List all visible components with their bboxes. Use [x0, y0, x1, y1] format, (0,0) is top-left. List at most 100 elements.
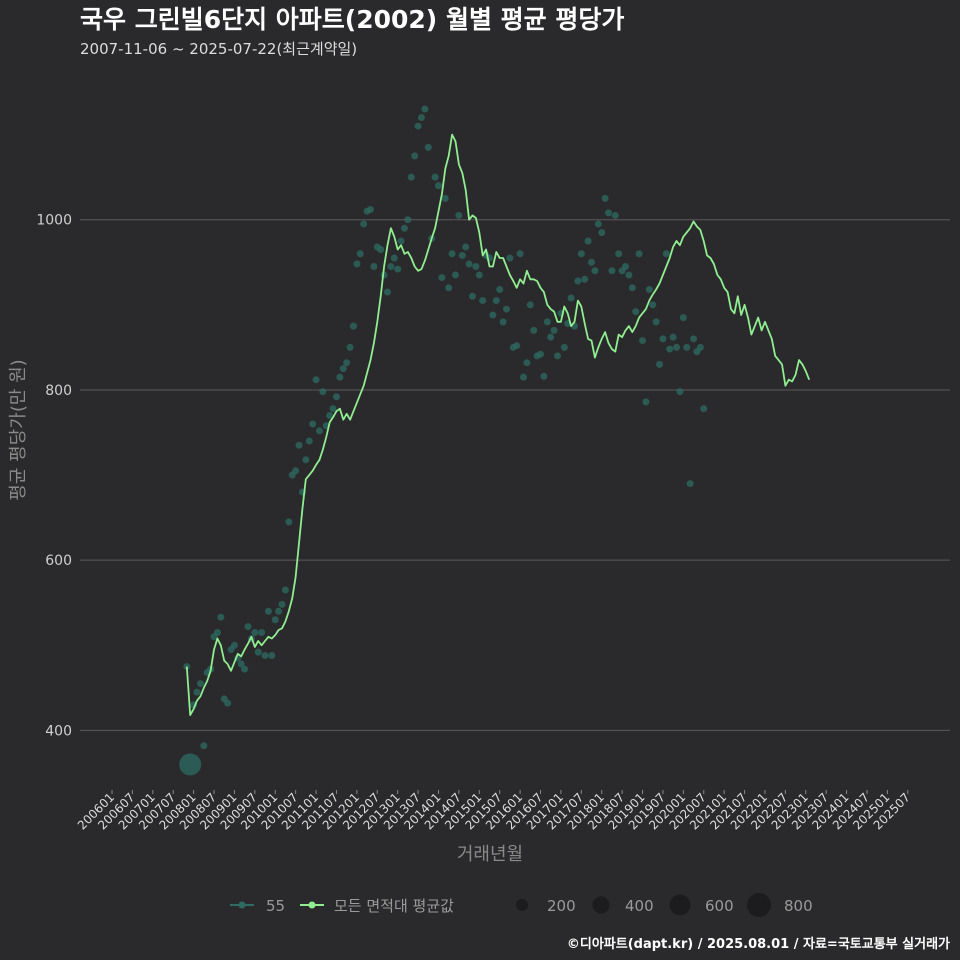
data-point-55-83: [465, 260, 473, 268]
legend-item-average: 모든 면적대 평균값: [334, 897, 454, 915]
data-point-55-141: [662, 250, 670, 258]
data-point-55-92: [496, 286, 504, 293]
data-point-55-152: [700, 405, 708, 413]
data-point-55-29: [281, 586, 289, 594]
data-point-55-132: [632, 308, 640, 316]
data-point-55-151: [696, 343, 704, 351]
data-point-55-62: [394, 265, 402, 273]
y-axis-label: 평균 평당가(만 원): [8, 359, 29, 500]
data-point-55-126: [611, 211, 619, 219]
x-axis-ticks: 2006012006072007012007072008012008072009…: [75, 790, 913, 833]
data-point-55-49: [349, 322, 357, 330]
data-point-55-125: [608, 267, 616, 275]
data-point-55-60: [387, 263, 395, 271]
data-point-55-113: [567, 294, 575, 302]
data-point-55-138: [652, 318, 660, 326]
data-point-55-104: [537, 350, 545, 358]
data-point-55-145: [676, 388, 684, 396]
data-point-55-3: [193, 688, 201, 696]
data-point-55-115: [574, 277, 582, 285]
data-point-55-142: [666, 345, 674, 353]
data-point-55-149: [690, 335, 698, 343]
grid-lines: [80, 219, 950, 731]
data-point-55-93: [499, 318, 507, 326]
data-point-55-90: [489, 311, 497, 319]
legend-55-dot-icon: [238, 901, 246, 909]
data-point-55-109: [554, 352, 562, 360]
data-point-55-52: [360, 220, 368, 228]
data-point-55-144: [673, 343, 681, 351]
data-point-55-44: [332, 393, 340, 401]
data-point-55-18: [244, 623, 252, 631]
data-point-55-63: [397, 237, 405, 245]
data-point-55-67: [411, 152, 419, 160]
data-point-55-101: [526, 301, 534, 309]
series-average-line: [185, 133, 811, 716]
data-point-55-59: [383, 288, 391, 296]
data-point-55-100: [523, 359, 531, 367]
data-point-55-37: [309, 420, 317, 428]
data-point-55-33: [295, 441, 303, 449]
data-point-55-45: [336, 373, 344, 381]
source-caption: ©디아파트(dapt.kr) / 2025.08.01 / 자료=국토교통부 실…: [567, 936, 950, 952]
data-point-55-121: [594, 220, 602, 228]
data-point-55-43: [329, 405, 337, 413]
data-point-55-51: [356, 250, 364, 258]
data-point-55-21: [254, 648, 262, 656]
data-point-55-131: [628, 284, 636, 292]
data-point-55-106: [543, 318, 551, 326]
data-point-55-55: [370, 263, 378, 271]
data-point-55-79: [451, 271, 459, 279]
data-point-55-66: [407, 173, 415, 181]
data-point-55-39: [315, 427, 323, 435]
data-point-55-75: [438, 274, 446, 282]
data-point-55-95: [506, 254, 514, 262]
x-axis-label: 거래년월: [457, 844, 523, 865]
legend-size-800: 800: [784, 897, 813, 915]
data-point-55-136: [645, 286, 653, 293]
data-point-55-64: [400, 224, 408, 232]
legend-item-55: 55: [266, 897, 285, 915]
data-point-55-69: [417, 114, 425, 122]
data-point-55-120: [591, 267, 599, 275]
data-point-55-50: [353, 260, 361, 268]
data-point-55-1: [179, 753, 202, 776]
data-point-55-122: [598, 228, 606, 236]
data-point-55-118: [584, 237, 592, 245]
data-point-55-84: [468, 292, 476, 300]
data-point-55-48: [346, 343, 354, 351]
legend: 55 모든 면적대 평균값 200 400 600 800: [230, 893, 813, 917]
data-point-55-130: [625, 271, 633, 279]
data-point-55-54: [366, 205, 374, 213]
data-point-55-5: [200, 742, 208, 750]
data-point-55-47: [343, 359, 351, 367]
data-point-55-71: [424, 143, 432, 151]
data-point-55-124: [605, 209, 613, 217]
data-point-55-98: [516, 250, 524, 258]
data-point-55-26: [271, 616, 279, 624]
data-point-55-108: [550, 326, 558, 334]
data-point-55-70: [421, 105, 429, 113]
data-point-55-4: [196, 680, 204, 688]
data-point-55-97: [513, 342, 521, 350]
data-point-55-20: [251, 629, 259, 637]
data-point-55-133: [635, 250, 643, 258]
data-point-55-17: [241, 665, 249, 673]
data-point-55-68: [414, 122, 422, 130]
data-point-55-105: [540, 372, 548, 380]
data-point-55-22: [258, 629, 266, 637]
data-point-55-78: [448, 250, 456, 258]
data-point-55-10: [217, 613, 225, 621]
data-point-55-119: [588, 258, 596, 266]
data-point-55-28: [278, 600, 286, 608]
data-point-55-46: [339, 365, 347, 373]
legend-size-200-icon: [516, 899, 528, 911]
data-point-55-117: [581, 275, 589, 283]
data-point-55-148: [686, 480, 694, 488]
data-point-55-35: [302, 456, 310, 464]
data-point-55-77: [445, 284, 453, 292]
data-point-55-42: [326, 411, 334, 419]
data-point-55-107: [547, 333, 555, 341]
data-point-55-146: [679, 314, 687, 322]
data-point-55-65: [404, 216, 412, 224]
